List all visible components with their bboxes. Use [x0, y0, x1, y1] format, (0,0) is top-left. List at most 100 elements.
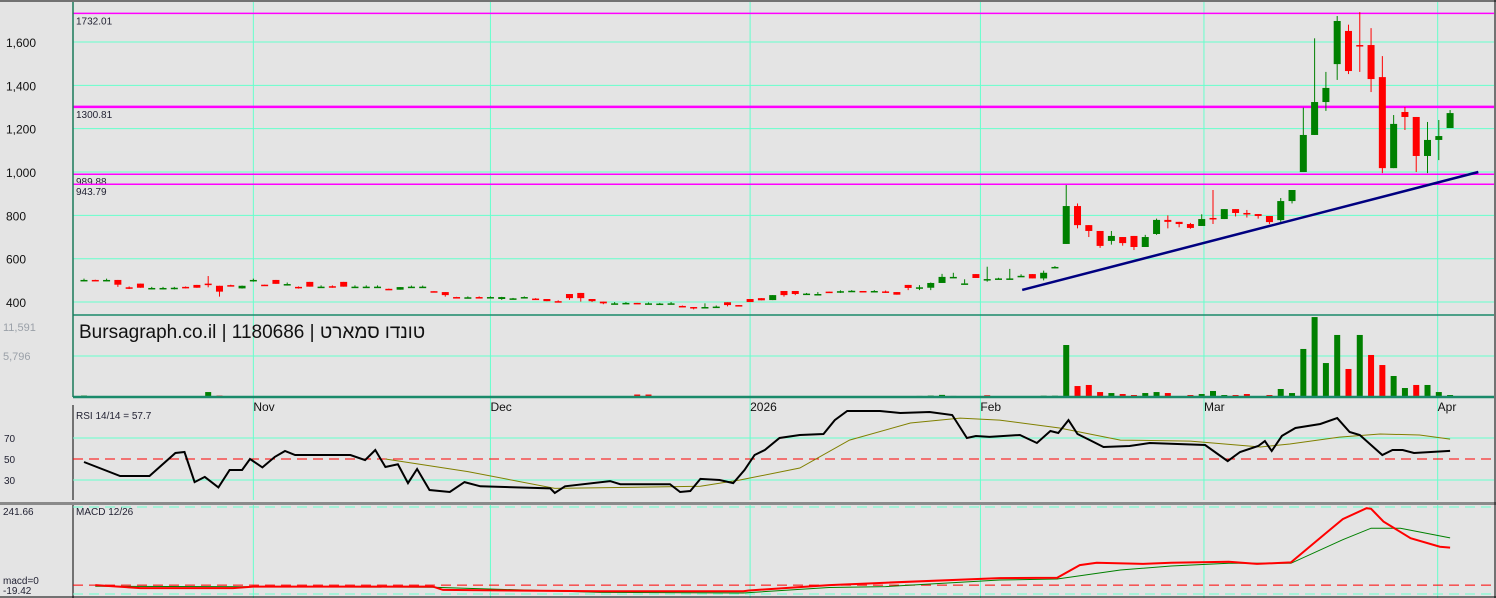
- candle-body: [938, 276, 946, 283]
- volume-bar: [1243, 394, 1250, 397]
- candlestick: [1085, 225, 1093, 238]
- candle-body: [419, 286, 427, 289]
- candlestick: [1220, 209, 1228, 220]
- candlestick: [317, 285, 325, 289]
- candle-body: [520, 297, 528, 299]
- candle-body: [261, 284, 269, 287]
- candlestick: [848, 290, 856, 293]
- candle-body: [407, 286, 415, 289]
- candle-body: [780, 290, 788, 296]
- volume-bar: [1074, 386, 1081, 397]
- candlestick: [1130, 235, 1138, 251]
- candle-body: [825, 291, 833, 294]
- volume-bar: [1390, 375, 1397, 397]
- candle-body: [351, 286, 359, 289]
- candlestick: [204, 276, 212, 288]
- candlestick: [882, 290, 890, 293]
- candlestick: [972, 274, 980, 278]
- candle-body: [498, 297, 506, 300]
- candlestick: [780, 290, 788, 297]
- candle-body: [983, 279, 991, 281]
- candlestick: [1119, 237, 1127, 246]
- volume-bar: [1334, 334, 1341, 397]
- candlestick: [904, 284, 912, 291]
- macd-line: [95, 507, 1451, 593]
- volume-bar: [1198, 394, 1205, 397]
- volume-bar: [205, 392, 212, 397]
- volume-bar: [1108, 393, 1115, 397]
- candlestick: [1401, 107, 1409, 130]
- candlestick: [656, 302, 664, 306]
- volume-bar: [1119, 394, 1126, 397]
- candlestick: [1153, 218, 1161, 235]
- candlestick: [645, 302, 652, 305]
- candle-body: [565, 294, 573, 299]
- candlestick: [893, 292, 901, 295]
- candle-body: [193, 284, 201, 288]
- candle-body: [1333, 20, 1341, 65]
- candlestick: [374, 285, 382, 289]
- candlestick: [735, 305, 743, 307]
- candlestick: [340, 281, 348, 287]
- candle-body: [1446, 113, 1454, 129]
- candle-body: [385, 288, 393, 291]
- candle-body: [182, 286, 190, 289]
- macd-label: MACD 12/26: [76, 507, 134, 518]
- candle-body: [1209, 217, 1217, 220]
- candlestick: [498, 296, 506, 300]
- candlestick: [249, 278, 257, 282]
- candle-body: [724, 302, 732, 306]
- candlestick: [1424, 121, 1432, 174]
- volume-bar: [1085, 384, 1092, 397]
- candle-body: [1288, 190, 1296, 202]
- candlestick: [554, 300, 562, 303]
- candlestick: [712, 305, 720, 309]
- candle-body: [1356, 45, 1364, 47]
- candle-body: [588, 299, 596, 302]
- price-tick-label: 400: [6, 296, 26, 310]
- level-label: 1300.81: [76, 110, 113, 121]
- candlestick: [1435, 120, 1443, 161]
- candle-body: [362, 286, 370, 289]
- volume-bar: [1424, 384, 1431, 397]
- candle-body: [645, 303, 652, 305]
- candlestick: [588, 299, 596, 303]
- candle-body: [238, 285, 246, 289]
- candle-body: [791, 290, 799, 295]
- volume-bar: [1063, 345, 1070, 397]
- candle-body: [1401, 111, 1409, 117]
- candlestick: [1277, 198, 1285, 222]
- price-tick-label: 1,000: [6, 166, 36, 180]
- candle-body: [746, 299, 754, 303]
- volume-bar: [1345, 368, 1352, 397]
- candle-body: [486, 297, 494, 299]
- candle-body: [633, 302, 641, 305]
- volume-bar: [1300, 348, 1307, 397]
- candlestick: [114, 279, 122, 287]
- candlestick: [170, 286, 178, 290]
- volume-bar: [1413, 384, 1420, 397]
- candlestick: [182, 286, 190, 289]
- candle-body: [927, 282, 935, 288]
- volume-bar: [1277, 389, 1284, 397]
- candle-body: [227, 285, 235, 287]
- candle-body: [1277, 201, 1285, 221]
- candlestick: [509, 297, 517, 300]
- price-tick-label: 600: [6, 253, 26, 267]
- rsi-line: [83, 410, 1451, 495]
- candle-body: [836, 291, 844, 293]
- candle-body: [814, 294, 822, 296]
- candlestick: [1356, 12, 1364, 72]
- candle-body: [1254, 214, 1262, 217]
- candle-body: [103, 279, 111, 282]
- rsi-signal-line: [385, 417, 1451, 489]
- volume-bar: [1097, 392, 1104, 397]
- candlestick: [633, 302, 641, 305]
- candlestick: [430, 291, 438, 293]
- candle-body: [215, 285, 223, 292]
- candle-body: [328, 286, 336, 288]
- candlestick: [622, 302, 630, 305]
- candlestick: [757, 298, 765, 301]
- price-tick-label: 1,200: [6, 123, 36, 137]
- rsi-tick-label: 50: [4, 455, 16, 466]
